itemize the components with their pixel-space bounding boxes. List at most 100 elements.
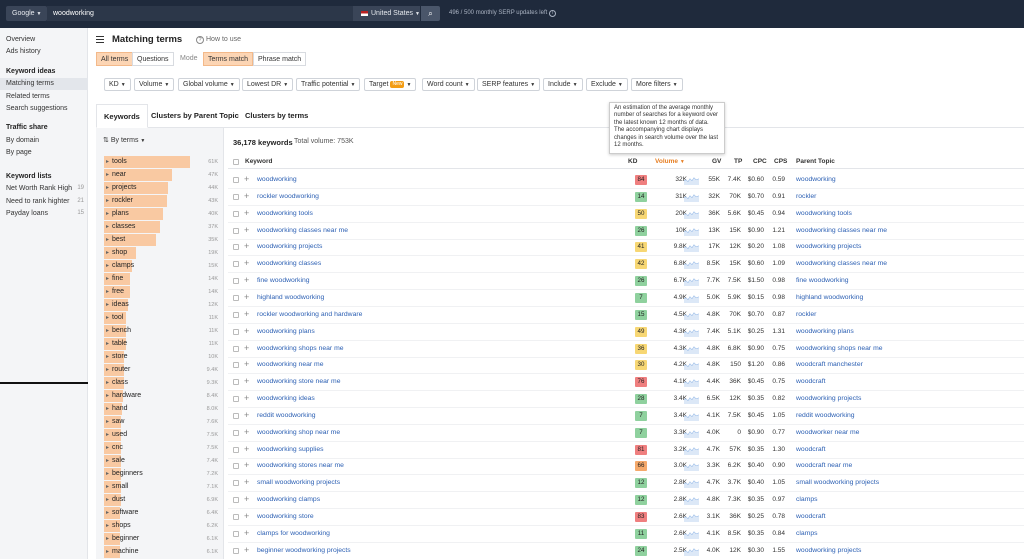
term-item[interactable]: software 6.4K [104,507,218,519]
row-checkbox[interactable] [233,210,239,217]
add-to-list-icon[interactable]: + [244,443,250,454]
col-keyword[interactable]: Keyword [245,158,273,165]
row-checkbox[interactable] [233,530,239,537]
tab-questions[interactable]: Questions [132,52,174,66]
keyword-link[interactable]: woodworking near me [257,361,324,369]
row-checkbox[interactable] [233,177,239,183]
keyword-link[interactable]: woodworking supplies [257,445,324,453]
sidebar-item-by-page[interactable]: By page [6,149,32,156]
term-item[interactable]: tool 11K [104,312,218,324]
term-item[interactable]: shops 6.2K [104,520,218,532]
add-to-list-icon[interactable]: + [244,190,250,201]
add-to-list-icon[interactable]: + [244,241,250,252]
search-engine-select[interactable]: Google ▼ [6,6,47,21]
row-checkbox[interactable] [233,227,239,234]
tab-all-terms[interactable]: All terms [96,52,134,66]
add-to-list-icon[interactable]: + [244,544,250,555]
keyword-link[interactable]: woodworking store near me [257,378,341,386]
add-to-list-icon[interactable]: + [244,460,250,471]
filter-include[interactable]: Include ▼ [543,78,583,91]
row-checkbox[interactable] [233,328,239,335]
add-to-list-icon[interactable]: + [244,174,250,184]
keyword-input[interactable]: woodworking [47,6,353,21]
keyword-link[interactable]: woodworking classes near me [257,226,349,234]
add-to-list-icon[interactable]: + [244,376,250,387]
term-item[interactable]: beginner 6.1K [104,533,218,545]
term-item[interactable]: clamps 15K [104,260,218,272]
row-checkbox[interactable] [233,362,239,369]
term-item[interactable]: store 10K [104,351,218,363]
add-to-list-icon[interactable]: + [244,325,250,336]
term-item[interactable]: used 7.5K [104,429,218,441]
keyword-link[interactable]: beginner woodworking projects [257,546,351,554]
keyword-link[interactable]: woodworking shop near me [257,428,341,436]
mode-phrase-match[interactable]: Phrase match [253,52,307,66]
sidebar-list-item[interactable]: Net Worth Rank High 19 [6,185,84,192]
row-checkbox[interactable] [233,412,239,419]
parent-topic-link[interactable]: small woodworking projects [796,479,880,487]
parent-topic-link[interactable]: woodworking classes near me [796,226,888,234]
parent-topic-link[interactable]: woodworking plans [796,327,854,335]
term-item[interactable]: plans 40K [104,208,218,220]
search-button[interactable]: ⌕ [421,6,440,21]
term-item[interactable]: near 47K [104,169,218,181]
parent-topic-link[interactable]: woodworking tools [796,209,852,217]
filter-exclude[interactable]: Exclude ▼ [586,78,628,91]
col-cps[interactable]: CPS [774,158,788,165]
add-to-list-icon[interactable]: + [244,275,250,286]
filter-target[interactable]: Target New ▼ [364,78,417,91]
by-terms-dropdown[interactable]: ⇅ By terms ▼ [103,137,146,144]
row-checkbox[interactable] [233,396,239,403]
row-checkbox[interactable] [233,379,239,386]
add-to-list-icon[interactable]: + [244,342,250,353]
filter-lowest-dr[interactable]: Lowest DR ▼ [242,78,294,91]
term-item[interactable]: saw 7.6K [104,416,218,428]
keyword-link[interactable]: woodworking classes [257,260,322,268]
row-checkbox[interactable] [233,463,239,470]
add-to-list-icon[interactable]: + [244,527,250,538]
row-checkbox[interactable] [233,514,239,520]
term-item[interactable]: dust 6.9K [104,494,218,506]
col-cpc[interactable]: CPC [753,158,767,165]
parent-topic-link[interactable]: fine woodworking [796,277,849,285]
term-item[interactable]: cnc 7.5K [104,442,218,454]
term-item[interactable]: shop 19K [104,247,218,259]
menu-icon[interactable] [96,36,104,43]
keyword-link[interactable]: small woodworking projects [257,479,341,487]
sidebar-item-ads-history[interactable]: Ads history [6,48,41,55]
parent-topic-link[interactable]: clamps [796,529,818,537]
col-parent-topic[interactable]: Parent Topic [796,158,835,165]
row-checkbox[interactable] [233,193,239,200]
keyword-link[interactable]: woodworking plans [257,327,315,335]
sidebar-list-item[interactable]: Need to rank highter 21 [6,198,84,205]
keyword-link[interactable]: rockler woodworking and hardware [257,310,363,318]
keyword-link[interactable]: fine woodworking [257,277,310,285]
info-icon[interactable]: i [549,10,557,17]
add-to-list-icon[interactable]: + [244,207,250,218]
select-all-checkbox[interactable] [233,159,239,165]
parent-topic-link[interactable]: reddit woodworking [796,411,855,419]
sidebar-list-item[interactable]: Payday loans 15 [6,210,84,217]
filter-kd[interactable]: KD ▼ [104,78,131,91]
add-to-list-icon[interactable]: + [244,511,250,521]
add-to-list-icon[interactable]: + [244,393,250,404]
row-checkbox[interactable] [233,446,239,453]
add-to-list-icon[interactable]: + [244,426,250,437]
keyword-link[interactable]: highland woodworking [257,293,325,301]
term-item[interactable]: class 9.3K [104,377,218,389]
parent-topic-link[interactable]: woodworking projects [796,395,862,403]
add-to-list-icon[interactable]: + [244,224,250,235]
how-to-use-link[interactable]: ? How to use [196,36,241,44]
add-to-list-icon[interactable]: + [244,477,250,488]
term-item[interactable]: machine 6.1K [104,546,218,558]
parent-topic-link[interactable]: woodworker near me [796,428,860,436]
parent-topic-link[interactable]: highland woodworking [796,293,864,301]
add-to-list-icon[interactable]: + [244,359,250,370]
term-item[interactable]: free 14K [104,286,218,298]
term-item[interactable]: hand 8.0K [104,403,218,415]
parent-topic-link[interactable]: rockler [796,192,817,200]
term-item[interactable]: bench 11K [104,325,218,337]
term-item[interactable]: router 9.4K [104,364,218,376]
row-checkbox[interactable] [233,311,239,318]
filter-serp-features[interactable]: SERP features ▼ [477,78,541,91]
